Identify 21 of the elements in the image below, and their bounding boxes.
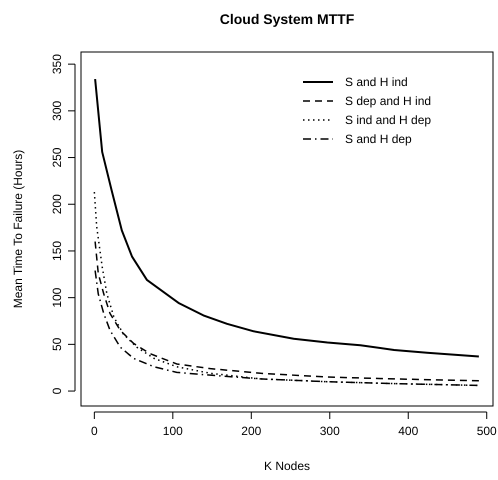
y-tick-label: 250 — [50, 147, 64, 168]
y-tick-label: 150 — [50, 240, 64, 261]
x-tick-label: 500 — [476, 424, 498, 438]
legend-label: S and H dep — [345, 132, 412, 146]
x-tick-label: 300 — [320, 424, 340, 438]
y-tick-label: 0 — [50, 387, 64, 394]
x-axis-title: K Nodes — [264, 459, 310, 473]
y-tick-label: 100 — [50, 287, 64, 308]
legend-label: S and H ind — [345, 75, 408, 90]
x-tick-label: 400 — [398, 424, 419, 438]
y-tick-label: 50 — [50, 337, 64, 352]
x-tick-label: 0 — [90, 424, 98, 438]
legend-label: S dep and H ind — [345, 94, 432, 108]
y-axis-title: Mean Time To Failure (Hours) — [11, 150, 25, 308]
y-tick-label: 300 — [50, 100, 64, 121]
y-tick-label: 350 — [50, 54, 64, 74]
x-tick-label: 200 — [241, 424, 262, 438]
y-tick-label: 200 — [50, 194, 64, 214]
chart-title: Cloud System MTTF — [220, 11, 355, 27]
x-tick-label: 100 — [162, 424, 184, 438]
legend-label: S ind and H dep — [345, 113, 432, 128]
